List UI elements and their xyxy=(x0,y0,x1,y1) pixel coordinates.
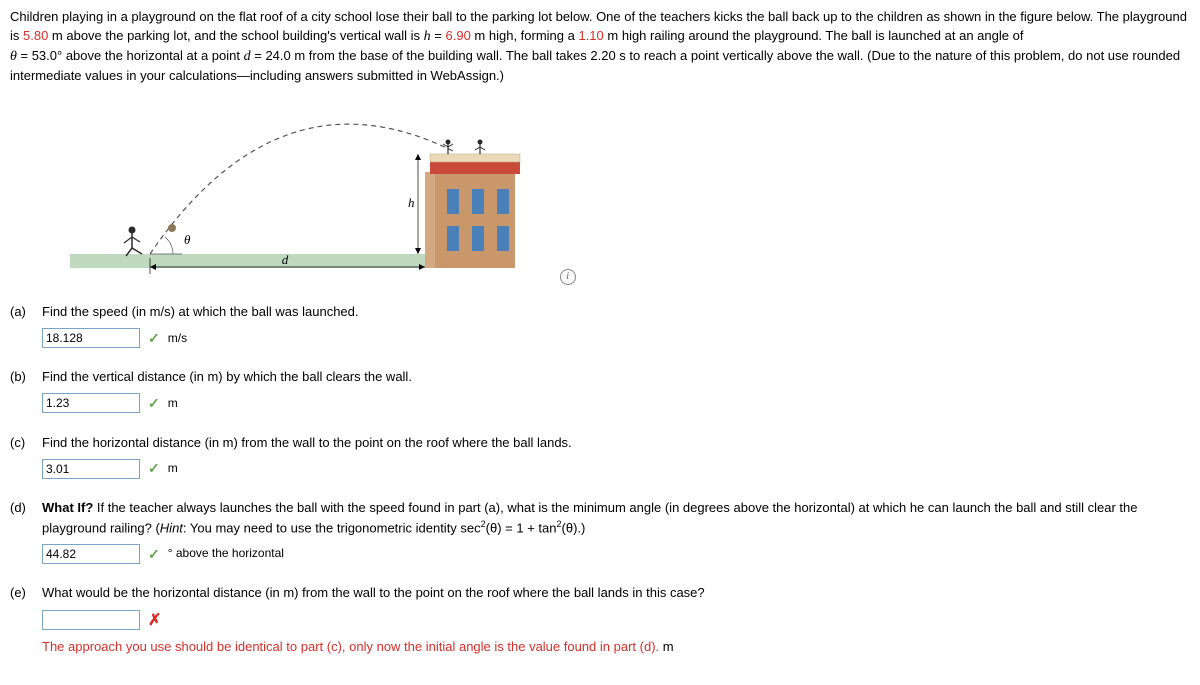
part-e-label: (e) xyxy=(10,584,42,657)
ball xyxy=(168,224,176,232)
theta-label: θ xyxy=(184,232,191,247)
info-icon[interactable]: i xyxy=(560,269,576,285)
check-icon: ✓ xyxy=(148,458,160,478)
part-d-unit: ° above the horizontal xyxy=(168,545,284,562)
window xyxy=(447,226,459,251)
var-theta: θ xyxy=(10,49,17,64)
check-icon: ✓ xyxy=(148,328,160,348)
window xyxy=(497,189,509,214)
part-d-prompt: What If? If the teacher always launches … xyxy=(42,499,1190,538)
ground xyxy=(70,254,425,268)
railing xyxy=(430,154,520,162)
part-c-input[interactable] xyxy=(42,459,140,479)
roof xyxy=(430,162,520,174)
trajectory-diagram: θ d h xyxy=(70,94,550,279)
check-icon: ✓ xyxy=(148,393,160,413)
problem-statement: Children playing in a playground on the … xyxy=(10,8,1190,86)
value-6-90: 6.90 xyxy=(446,28,471,43)
part-c: (c) Find the horizontal distance (in m) … xyxy=(10,434,1190,479)
part-c-prompt: Find the horizontal distance (in m) from… xyxy=(42,434,1190,453)
value-5-80: 5.80 xyxy=(23,28,48,43)
window xyxy=(472,189,484,214)
window xyxy=(447,189,459,214)
part-b-label: (b) xyxy=(10,368,42,413)
parts-container: (a) Find the speed (in m/s) at which the… xyxy=(10,303,1190,657)
part-b-input[interactable] xyxy=(42,393,140,413)
part-b: (b) Find the vertical distance (in m) by… xyxy=(10,368,1190,413)
what-if-lead: What If? xyxy=(42,500,93,515)
var-h: h xyxy=(424,29,431,44)
part-b-prompt: Find the vertical distance (in m) by whi… xyxy=(42,368,1190,387)
part-a-unit: m/s xyxy=(168,330,187,347)
building-front xyxy=(435,172,515,268)
part-d-label: (d) xyxy=(10,499,42,564)
part-e-prompt: What would be the horizontal distance (i… xyxy=(42,584,1190,603)
part-a-prompt: Find the speed (in m/s) at which the bal… xyxy=(42,303,1190,322)
part-a: (a) Find the speed (in m/s) at which the… xyxy=(10,303,1190,348)
part-e-input[interactable] xyxy=(42,610,140,630)
cross-icon: ✗ xyxy=(148,609,161,632)
part-e: (e) What would be the horizontal distanc… xyxy=(10,584,1190,657)
part-d-input[interactable] xyxy=(42,544,140,564)
check-icon: ✓ xyxy=(148,544,160,564)
child-right xyxy=(475,140,485,155)
part-c-unit: m xyxy=(168,460,178,477)
var-d: d xyxy=(244,49,251,64)
part-e-unit: m xyxy=(663,638,674,657)
part-c-label: (c) xyxy=(10,434,42,479)
teacher xyxy=(124,227,142,257)
hint-label: Hint xyxy=(160,520,183,535)
d-label: d xyxy=(282,252,289,267)
window xyxy=(472,226,484,251)
window xyxy=(497,226,509,251)
part-a-label: (a) xyxy=(10,303,42,348)
trajectory-path xyxy=(150,124,455,254)
part-d: (d) What If? If the teacher always launc… xyxy=(10,499,1190,564)
figure: θ d h i xyxy=(70,94,1190,285)
value-1-10: 1.10 xyxy=(578,28,603,43)
h-label: h xyxy=(408,195,415,210)
part-a-input[interactable] xyxy=(42,328,140,348)
part-b-unit: m xyxy=(168,395,178,412)
part-e-feedback: The approach you use should be identical… xyxy=(42,638,1190,657)
